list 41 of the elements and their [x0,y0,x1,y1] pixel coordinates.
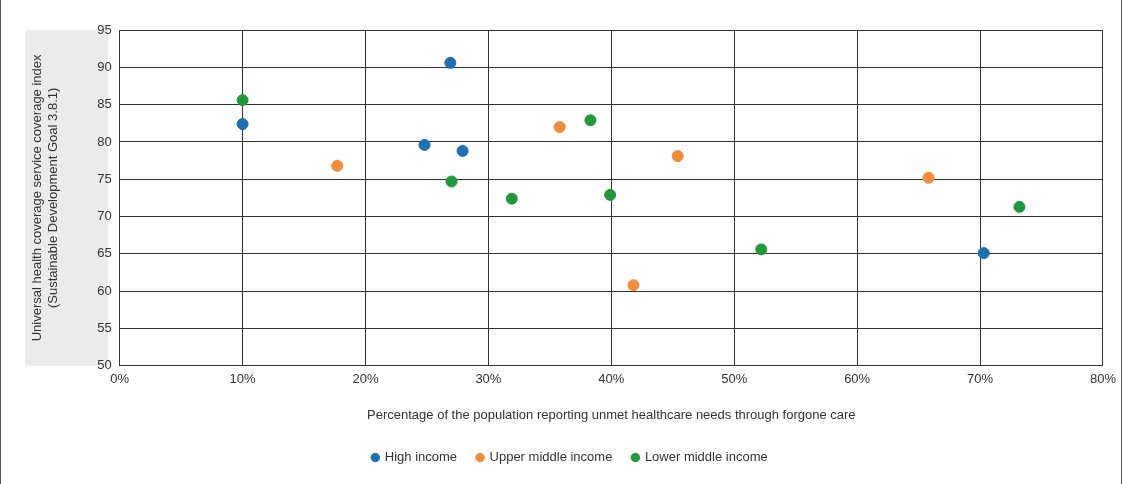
point [236,94,249,107]
legend-label: Upper middle income [489,449,613,465]
point [922,171,935,184]
legend-label: High income [384,449,458,465]
x-tick-label: 10% [229,371,257,387]
x-tick-label: 40% [598,371,625,387]
point [331,159,344,172]
y-tick-label: 70 [97,208,112,224]
point [755,243,768,256]
point [553,121,566,134]
x-tick-label: 50% [721,371,748,387]
x-tick-label: 80% [1089,371,1117,387]
y-tick-label: 75 [97,170,112,186]
point [456,144,469,157]
x-tick-label: 0% [110,371,130,387]
point [418,138,431,151]
x-tick-label: 70% [967,371,994,387]
point [1013,200,1026,213]
point [236,118,249,131]
point [445,175,458,188]
y-tick-label: 50 [97,357,112,373]
point [584,114,597,127]
y-tick-label: 60 [97,282,112,298]
point [977,247,990,260]
y-tick-label: 90 [97,58,112,74]
x-tick-label: 60% [844,371,871,387]
x-tick-label: 30% [475,371,502,387]
point [627,279,640,292]
x-tick-label: 20% [352,371,379,387]
y-tick-label: 95 [97,21,112,37]
x-axis-title: Percentage of the population reporting unmet healthcare needs through forgone care [367,406,856,422]
point [604,188,617,201]
y-axis-title: Universal health coverage service coverage index (Sustainable Development Goal 3.8.1) [29,53,60,342]
point [671,150,684,163]
y-tick-label: 65 [97,245,112,261]
y-tick-label: 55 [97,320,112,336]
y-tick-label: 80 [97,133,112,149]
point [444,56,457,69]
y-tick-label: 85 [97,96,112,112]
legend-label: Lower middle income [644,449,768,465]
point [505,192,518,205]
